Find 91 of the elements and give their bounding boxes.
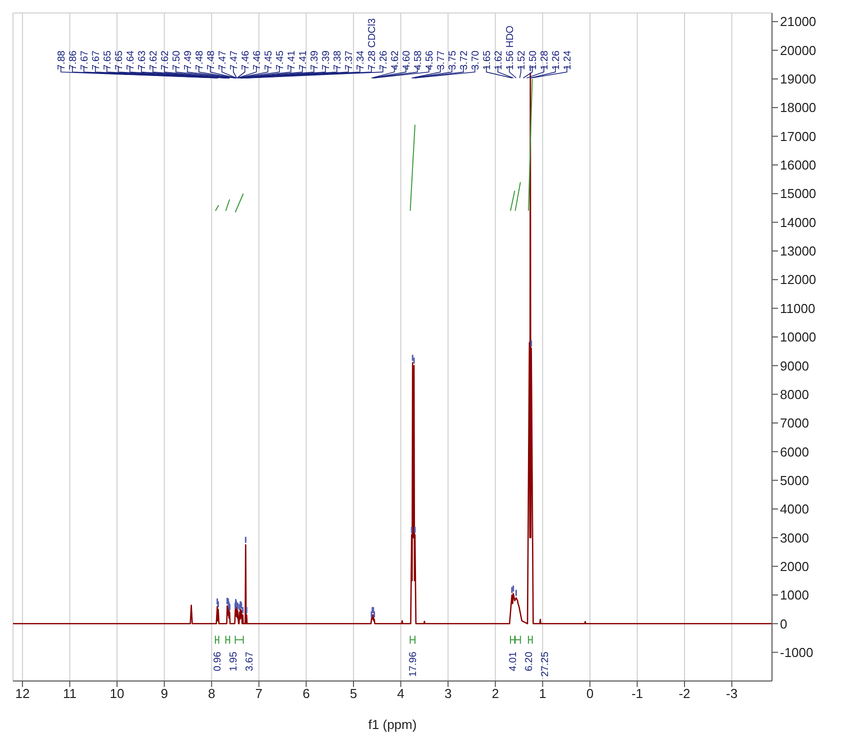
y-tick-label: 17000 bbox=[780, 128, 816, 144]
annotation: 7.62 bbox=[160, 50, 171, 70]
x-tick-label: 5 bbox=[350, 686, 358, 702]
annotation: 7.48 bbox=[194, 50, 206, 70]
y-tick-label: 4000 bbox=[780, 502, 809, 517]
annotation: 4.01 bbox=[508, 651, 520, 672]
x-tick-label: 2 bbox=[492, 686, 499, 702]
annotation: 7.62 bbox=[148, 50, 160, 70]
x-tick-label: 10 bbox=[110, 686, 124, 702]
annotation: 7.88 bbox=[56, 50, 68, 70]
y-tick-label: 12000 bbox=[780, 272, 816, 288]
annotation: 7.38 bbox=[332, 50, 344, 70]
annotation: 7.48 bbox=[206, 50, 217, 70]
y-tick-label: 2000 bbox=[780, 558, 809, 574]
annotation: 7.39 bbox=[309, 50, 320, 70]
annotation: 3.75 bbox=[447, 50, 458, 70]
annotation: 1.24 bbox=[562, 50, 574, 70]
annotation: 1.26 bbox=[550, 50, 562, 70]
x-axis-title: f1 (ppm) bbox=[368, 717, 417, 732]
y-tick-label: 15000 bbox=[780, 186, 816, 202]
annotation: 4.60 bbox=[401, 50, 412, 70]
annotation: 0.96 bbox=[212, 651, 224, 672]
annotation: 3.77 bbox=[436, 50, 447, 70]
annotation: 7.86 bbox=[68, 50, 79, 70]
annotation: 1.62 bbox=[493, 50, 504, 70]
annotation: 1.65 bbox=[482, 50, 493, 70]
annotation: 3.67 bbox=[244, 651, 256, 672]
y-tick-label: 6000 bbox=[780, 444, 809, 460]
annotation: 7.28 CDCl3 bbox=[366, 18, 378, 70]
annotation: 7.65 bbox=[102, 50, 114, 70]
y-tick-label: 13000 bbox=[780, 244, 816, 259]
annotation: 7.64 bbox=[125, 50, 136, 70]
annotation: 7.37 bbox=[344, 50, 355, 70]
annotation: 7.47 bbox=[228, 50, 240, 70]
annotation: 7.34 bbox=[355, 50, 366, 70]
y-tick-label: 10000 bbox=[780, 330, 816, 345]
annotation: 7.46 bbox=[252, 50, 263, 70]
annotation: 7.67 bbox=[79, 50, 90, 70]
y-tick-label: 14000 bbox=[780, 214, 816, 230]
y-tick-label: 11000 bbox=[780, 300, 816, 316]
x-tick-label: 9 bbox=[160, 686, 168, 702]
annotation: 1.28 bbox=[539, 50, 550, 70]
x-tick-label: 12 bbox=[15, 686, 30, 702]
annotation: 7.26 bbox=[378, 50, 390, 70]
y-tick-label: 5000 bbox=[780, 472, 809, 488]
y-tick-label: 1000 bbox=[780, 588, 809, 603]
x-tick-label: 7 bbox=[255, 686, 263, 702]
annotation: 7.45 bbox=[274, 50, 286, 70]
annotation: 7.41 bbox=[298, 50, 309, 70]
y-tick-label: 16000 bbox=[780, 158, 816, 173]
x-tick-label: -2 bbox=[678, 686, 690, 702]
annotation: 7.45 bbox=[263, 50, 274, 70]
annotation: 7.49 bbox=[182, 50, 194, 70]
y-tick-label: 7000 bbox=[780, 416, 809, 431]
annotation: 4.62 bbox=[390, 50, 401, 70]
y-tick-label: 18000 bbox=[780, 100, 816, 116]
annotation: 27.25 bbox=[540, 651, 552, 677]
annotation: 7.47 bbox=[217, 50, 228, 70]
annotation: 7.63 bbox=[136, 50, 148, 70]
annotation: 7.39 bbox=[320, 50, 332, 70]
annotation: 17.96 bbox=[408, 651, 420, 677]
x-tick-label: 11 bbox=[63, 686, 76, 702]
y-tick-label: 21000 bbox=[780, 14, 816, 30]
annotation: 6.20 bbox=[524, 651, 536, 672]
y-tick-label: 9000 bbox=[780, 358, 809, 374]
x-tick-label: 4 bbox=[397, 686, 404, 702]
y-tick-label: 0 bbox=[780, 616, 788, 632]
x-tick-label: 6 bbox=[302, 686, 310, 702]
annotation: 7.41 bbox=[286, 50, 298, 70]
annotation: 1.56 HDO bbox=[504, 25, 516, 70]
annotation: 3.70 bbox=[470, 50, 482, 70]
annotation: 7.65 bbox=[114, 50, 125, 70]
y-tick-label: 20000 bbox=[780, 42, 816, 58]
x-tick-label: -1 bbox=[631, 686, 644, 702]
y-tick-label: 8000 bbox=[780, 386, 809, 402]
x-tick-label: 3 bbox=[444, 686, 452, 702]
annotation: 4.56 bbox=[424, 50, 436, 70]
annotation: 7.50 bbox=[171, 50, 182, 70]
y-tick-label: -1000 bbox=[780, 644, 814, 660]
x-tick-label: 8 bbox=[208, 686, 216, 702]
x-tick-label: 0 bbox=[586, 686, 594, 702]
annotation: 4.58 bbox=[412, 50, 424, 70]
y-tick-label: 3000 bbox=[780, 530, 809, 546]
annotation: 7.46 bbox=[240, 50, 252, 70]
y-tick-label: 19000 bbox=[780, 72, 816, 87]
annotation: 1.52 bbox=[516, 50, 528, 70]
x-tick-label: 1 bbox=[539, 686, 546, 702]
annotation: 3.72 bbox=[458, 50, 470, 70]
annotation: 1.95 bbox=[228, 651, 240, 672]
x-tick-label: -3 bbox=[726, 686, 738, 702]
annotation: 7.67 bbox=[90, 50, 102, 70]
